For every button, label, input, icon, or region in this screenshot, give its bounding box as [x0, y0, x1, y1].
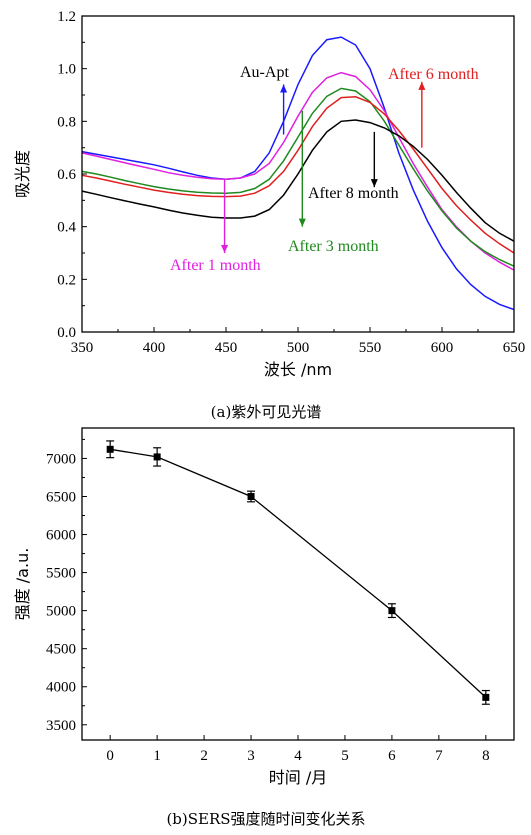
chart-b-x-tick-label: 7: [435, 748, 443, 764]
chart-a-y-tick-label: 1.0: [57, 62, 76, 78]
chart-b-x-tick-label: 6: [388, 748, 396, 764]
chart-b-x-tick-label: 2: [200, 748, 208, 764]
chart-a-x-tick-label: 350: [71, 340, 94, 356]
chart-a-y-tick-label: 0.4: [57, 220, 76, 236]
chart-a-x-tick-label: 600: [431, 340, 454, 356]
arrow-after-6-month-head: [418, 81, 426, 90]
chart-a-y-tick-label: 0.0: [57, 325, 76, 341]
chart-a-y-axis-label: 吸光度: [13, 150, 32, 198]
chart-a-ticks: 350 400 450 500 550 600 650 0.0 0.2 0.4 0.6 0.8 1.0 1…: [57, 9, 525, 356]
data-point-marker: [247, 492, 255, 500]
chart-a-x-tick-label: 400: [143, 340, 166, 356]
series-line-after-3-month: [81, 87, 515, 267]
arrow-after-1-month-head: [221, 245, 229, 253]
chart-b-caption: (b)SERS强度随时间变化关系: [166, 810, 365, 828]
data-point-marker: [388, 607, 396, 615]
uv-vis-chart: 350 400 450 500 550 600 650 0.0 0.2 0.4 0.6 0.8 1.0 1…: [13, 9, 525, 421]
chart-b-x-tick-label: 5: [341, 748, 349, 764]
series-line-sers-intensity: [110, 448, 487, 698]
arrow-au-apt-head: [280, 84, 288, 93]
chart-b-y-tick-label: 6000: [46, 528, 76, 544]
data-point-marker: [153, 453, 161, 461]
annotation-after-3-month: After 3 month: [288, 238, 379, 255]
chart-a-frame: [81, 15, 515, 333]
chart-a-x-axis-label: 波长 /nm: [264, 360, 332, 379]
series-line-after-1-month: [81, 71, 515, 271]
data-point-marker: [482, 693, 490, 701]
chart-a-y-tick-label: 0.2: [57, 272, 76, 288]
annotation-after-6-month: After 6 month: [388, 66, 479, 83]
chart-b-series: [106, 440, 490, 705]
chart-b-x-tick-label: 4: [294, 748, 302, 764]
chart-b-x-tick-label: 3: [247, 748, 255, 764]
chart-a-annotation-arrows: [221, 81, 426, 253]
chart-b-y-tick-label: 6500: [46, 489, 76, 505]
chart-b-y-tick-label: 5500: [46, 566, 76, 582]
chart-a-x-tick-label: 450: [215, 340, 238, 356]
chart-a-x-tick-label: 500: [287, 340, 310, 356]
series-line-au-apt: [81, 36, 515, 311]
chart-b-frame: [81, 427, 515, 741]
chart-b-x-tick-label: 0: [106, 748, 114, 764]
chart-b-x-tick-label: 1: [153, 748, 161, 764]
series-line-after-8-month: [81, 119, 515, 242]
chart-b-y-axis-label: 强度 /a.u.: [13, 548, 32, 621]
annotation-au-apt: Au-Apt: [240, 64, 289, 81]
chart-b-y-tick-label: 4000: [46, 680, 76, 696]
arrow-after-3-month-head: [298, 218, 306, 227]
chart-a-y-tick-label: 0.6: [57, 167, 76, 183]
annotation-after-8-month: After 8 month: [308, 185, 399, 202]
chart-b-y-tick-label: 4500: [46, 642, 76, 658]
series-line-after-6-month: [81, 96, 515, 254]
chart-b-ticks: 0 1 2 3 4 5 6 7 8 3500 4000 4500 5000 5500 6000 6500 700…: [46, 438, 490, 764]
chart-a-series: [81, 36, 515, 311]
chart-a-y-tick-label: 1.2: [57, 9, 76, 25]
annotation-after-1-month: After 1 month: [170, 257, 261, 274]
chart-b-y-tick-label: 5000: [46, 604, 76, 620]
data-point-marker: [106, 445, 114, 453]
chart-b-y-tick-label: 7000: [46, 451, 76, 467]
chart-b-x-axis-label: 时间 /月: [269, 768, 327, 787]
chart-a-x-tick-label: 550: [359, 340, 382, 356]
sers-intensity-chart: 0 1 2 3 4 5 6 7 8 3500 4000 4500 5000 5500 6000 6500 700…: [13, 427, 515, 828]
chart-a-caption: (a)紫外可见光谱: [211, 403, 322, 421]
chart-a-y-tick-label: 0.8: [57, 114, 76, 130]
arrow-after-8-month-head: [370, 179, 378, 188]
chart-b-x-tick-label: 8: [482, 748, 490, 764]
chart-a-x-tick-label: 650: [503, 340, 526, 356]
chart-b-y-tick-label: 3500: [46, 718, 76, 734]
